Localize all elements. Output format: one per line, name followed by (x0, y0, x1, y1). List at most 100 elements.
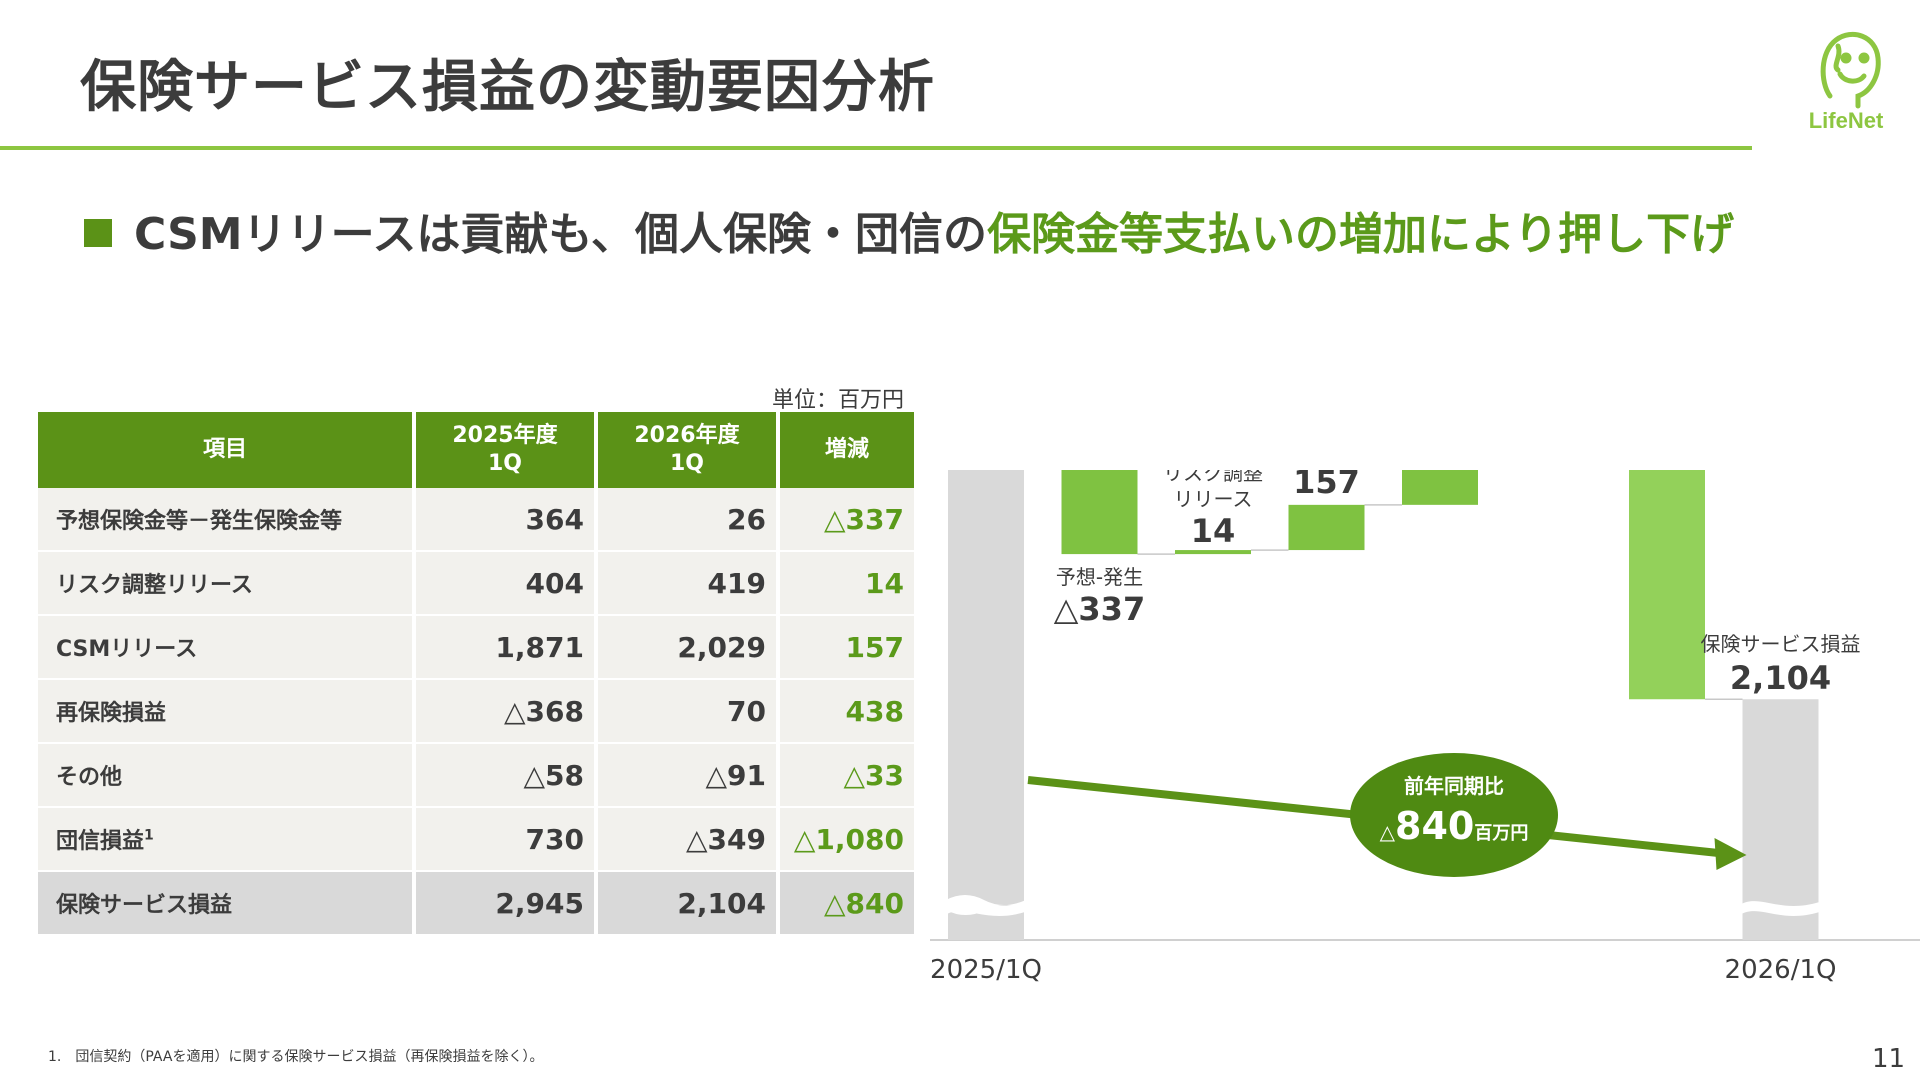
row-label: 団信損益 (56, 829, 145, 854)
value-2025: △58 (523, 758, 585, 792)
logo-text: LifeNet (1809, 108, 1884, 133)
bar-step (1402, 470, 1478, 505)
yoy-value-group: △840百万円 (1380, 804, 1529, 848)
footnote: 1. 団信契約（PAAを適用）に関する保険サービス損益（再保険損益を除く）。 (48, 1049, 544, 1065)
bar-step (1288, 504, 1365, 551)
footnote-marker: 1 (144, 827, 154, 844)
table-row: その他 △58 △91 △33 (38, 744, 914, 808)
value-2026: 2,104 (677, 886, 766, 920)
value-change: △33 (843, 758, 905, 792)
value-change: △337 (824, 502, 904, 536)
value-2026: 26 (727, 502, 766, 536)
table-cell: 364 (416, 488, 594, 552)
unit-label: 単位：百万円 (772, 388, 905, 413)
table-cell: △337 (780, 488, 914, 552)
axis-break-mark (947, 901, 1025, 916)
lifenet-logo: LifeNet (1809, 31, 1884, 133)
row-label: 保険サービス損益 (56, 893, 233, 918)
axis-break-mark (1741, 901, 1820, 916)
header-item: 項目 (202, 437, 247, 462)
headline: CSMリリースは貢献も、個人保険・団信の保険金等支払いの増加により押し下げ (84, 198, 1734, 262)
table-cell: 438 (780, 680, 914, 744)
table-cell: 2,104 (598, 872, 776, 936)
yoy-prefix: △ (1380, 820, 1396, 844)
table-row: 予想保険金等－発生保険金等 364 26 △337 (38, 488, 914, 552)
value-2025: △368 (504, 694, 584, 728)
row-label: リスク調整リリース (56, 573, 253, 598)
table-cell: 2,029 (598, 616, 776, 680)
value-change: 14 (865, 566, 904, 600)
header-2025: 2025年度 1Q (452, 423, 558, 476)
step-value: △337 (1054, 590, 1145, 628)
value-change: 157 (845, 630, 904, 664)
headline-highlight: 保険金等支払いの増加により押し下げ (987, 209, 1735, 260)
row-label: CSMリリース (56, 637, 198, 662)
value-2025: 2,945 (495, 886, 584, 920)
step-label: 予想-発生 (1056, 565, 1143, 589)
title-divider (0, 146, 1752, 150)
header-change: 増減 (824, 437, 869, 462)
table-header-cell: 2026年度 1Q (598, 412, 776, 488)
table-cell: △91 (598, 744, 776, 808)
table-cell: CSMリリース (38, 616, 412, 680)
table-cell: 157 (780, 616, 914, 680)
table-header-cell: 項目 (38, 412, 412, 488)
yoy-unit: 百万円 (1474, 823, 1528, 844)
value-2025: 1,871 (495, 630, 584, 664)
bullet-square-icon (84, 219, 112, 247)
table-body: 予想保険金等－発生保険金等 364 26 △337 リスク調整リリース 404 419 14 C… (38, 488, 914, 936)
end-label: 保険サービス損益 (1701, 632, 1861, 656)
yoy-badge (1350, 753, 1558, 877)
value-2026: 2,029 (677, 630, 766, 664)
value-2025: 364 (525, 502, 584, 536)
table-cell: △33 (780, 744, 914, 808)
table-header-cell: 増減 (780, 412, 914, 488)
value-change: 438 (845, 694, 904, 728)
table-header-cell: 2025年度 1Q (416, 412, 594, 488)
step-label: リスク調整 (1163, 470, 1263, 485)
table-cell: 保険サービス損益 (38, 872, 412, 936)
value-2026: △349 (686, 822, 766, 856)
yoy-label: 前年同期比 (1404, 774, 1504, 798)
step-value: 157 (1293, 470, 1360, 501)
row-label: 予想保険金等－発生保険金等 (56, 509, 343, 534)
table-cell: 730 (416, 808, 594, 872)
value-2026: 70 (727, 694, 766, 728)
table-cell: 予想保険金等－発生保険金等 (38, 488, 412, 552)
table-cell: 再保険損益 (38, 680, 412, 744)
value-change: △840 (824, 886, 904, 920)
table-cell: △368 (416, 680, 594, 744)
bar-step (1061, 470, 1138, 555)
table-cell: 26 (598, 488, 776, 552)
table-row: 保険サービス損益 2,945 2,104 △840 (38, 872, 914, 936)
step-value: 14 (1191, 512, 1236, 550)
row-label: その他 (56, 765, 123, 790)
yoy-value: 840 (1395, 804, 1474, 848)
data-table: 項目 2025年度 1Q 2026年度 1Q 増減 予想保険金等－発生保険金等 3… (34, 412, 918, 936)
page-title: 保険サービス損益の変動要因分析 (80, 55, 935, 120)
bar-end (1742, 699, 1819, 940)
value-2025: 404 (525, 566, 584, 600)
table-cell: リスク調整リリース (38, 552, 412, 616)
header-2026: 2026年度 1Q (634, 423, 740, 476)
table-cell: △58 (416, 744, 594, 808)
x-label-2026: 2026/1Q (1725, 955, 1837, 985)
table-cell: △349 (598, 808, 776, 872)
table-cell: その他 (38, 744, 412, 808)
table-row: リスク調整リリース 404 419 14 (38, 552, 914, 616)
table-cell: 419 (598, 552, 776, 616)
value-change: △1,080 (793, 822, 904, 856)
trend-arrowhead-icon (1714, 838, 1747, 870)
row-label: 再保険損益 (56, 701, 167, 726)
table-cell: △1,080 (780, 808, 914, 872)
value-2026: △91 (705, 758, 767, 792)
page-number: 11 (1872, 1044, 1906, 1074)
table-row: 団信損益1 730 △349 △1,080 (38, 808, 914, 872)
table-row: 再保険損益 △368 70 438 (38, 680, 914, 744)
bar-start (948, 470, 1024, 940)
table-cell: 404 (416, 552, 594, 616)
table-cell: △840 (780, 872, 914, 936)
end-value: 2,104 (1730, 659, 1831, 697)
table-cell: 団信損益1 (38, 808, 412, 872)
table-cell: 1,871 (416, 616, 594, 680)
